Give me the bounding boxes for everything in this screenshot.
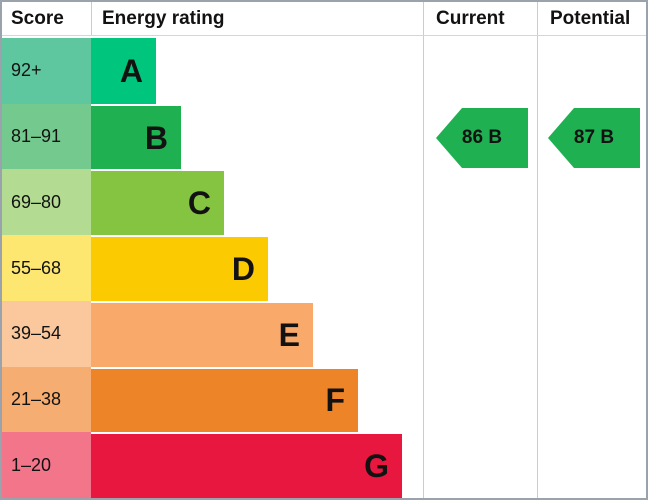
band-row-f: 21–38 F [2,366,423,433]
score-range-a: 92+ [2,38,91,104]
rating-bar-g: G [91,434,402,498]
rating-bar-f: F [91,368,358,433]
score-range-c: 69–80 [2,169,91,236]
chart-header: Score Energy rating Current Potential [2,2,646,36]
score-column-header: Score [2,2,92,35]
band-row-a: 92+ A [2,38,423,104]
score-range-f: 21–38 [2,366,91,433]
rating-bar-e: E [91,302,313,367]
current-column-header: Current [436,7,505,29]
current-rating-arrow: 86 B [436,108,528,168]
rating-bar-c: C [91,171,224,236]
rating-bar-a: A [91,38,156,104]
score-range-g: 1–20 [2,432,91,498]
band-row-b: 81–91 B [2,103,423,170]
rating-bands: 92+ A 81–91 B 69–80 C 55–68 D 39–54 E 21… [2,38,423,498]
score-range-b: 81–91 [2,103,91,170]
band-row-c: 69–80 C [2,169,423,236]
potential-column-header: Potential [550,7,631,29]
energy-rating-column-header: Energy rating [102,7,225,29]
band-row-d: 55–68 D [2,235,423,301]
column-divider-potential [537,2,538,498]
score-range-e: 39–54 [2,300,91,367]
column-divider-current [423,2,424,498]
potential-rating-arrow: 87 B [548,108,640,168]
rating-bar-b: B [91,105,181,170]
rating-bar-d: D [91,237,268,301]
band-row-g: 1–20 G [2,432,423,498]
score-range-d: 55–68 [2,235,91,301]
band-row-e: 39–54 E [2,300,423,367]
